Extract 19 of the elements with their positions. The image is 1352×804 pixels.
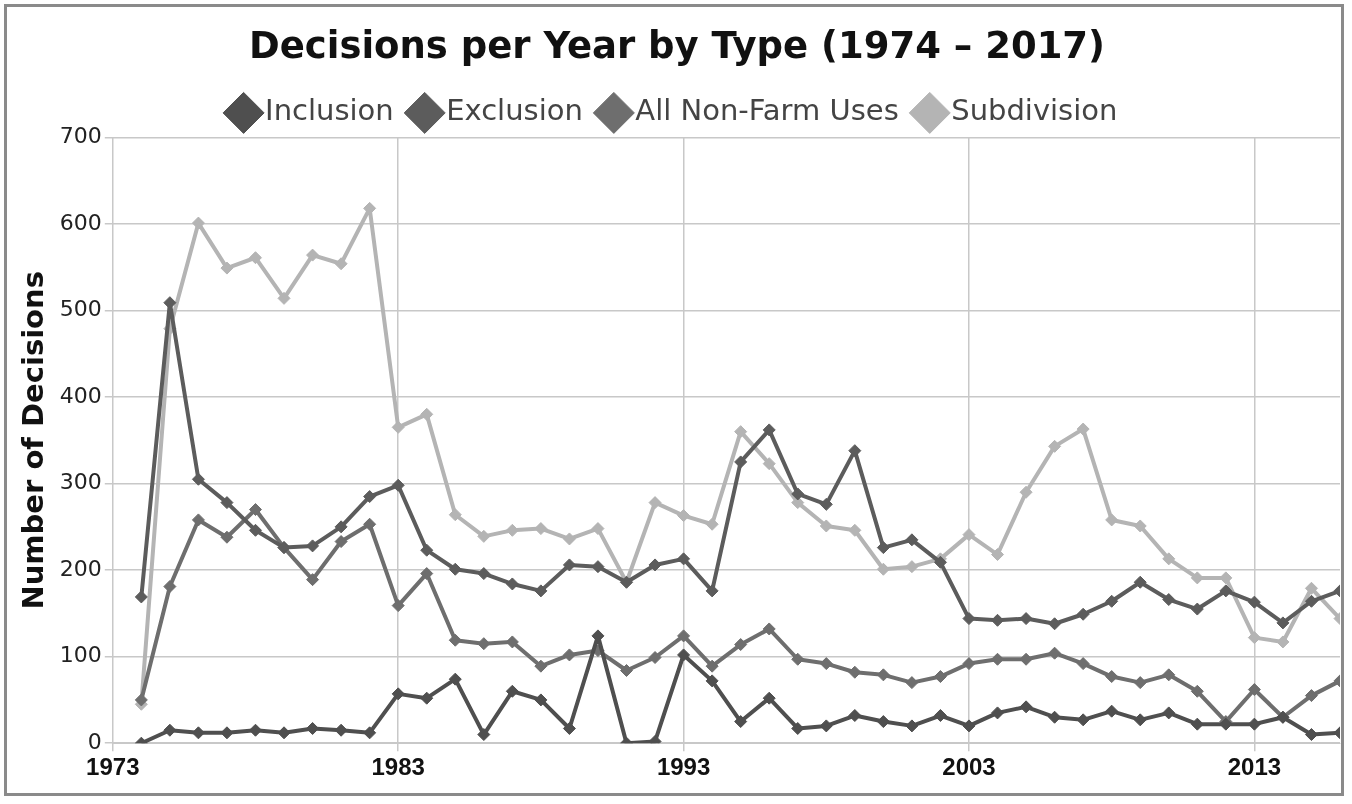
x-tick-label: 1983: [371, 753, 425, 781]
y-tick-label: 300: [59, 469, 102, 495]
chart-title: Decisions per Year by Type (1974 – 2017): [248, 23, 1106, 67]
x-tick-label: 1993: [656, 753, 711, 781]
y-tick-label: 600: [59, 209, 102, 235]
y-tick-label: 0: [87, 728, 102, 754]
legend-label: Subdivision: [951, 93, 1118, 128]
x-tick-label: 1973: [86, 753, 140, 781]
y-axis-title: Number of Decisions: [15, 271, 50, 610]
y-tick-label: 100: [59, 642, 102, 668]
legend-label: Exclusion: [446, 93, 583, 128]
legend-label: All Non-Farm Uses: [635, 93, 899, 128]
y-tick-label: 500: [59, 296, 102, 322]
y-tick-label: 700: [59, 123, 102, 149]
x-tick-label: 2003: [942, 753, 996, 781]
y-tick-label: 400: [59, 382, 102, 408]
legend-label: Inclusion: [265, 93, 394, 128]
y-tick-label: 200: [59, 555, 102, 581]
x-tick-label: 2013: [1227, 753, 1282, 781]
